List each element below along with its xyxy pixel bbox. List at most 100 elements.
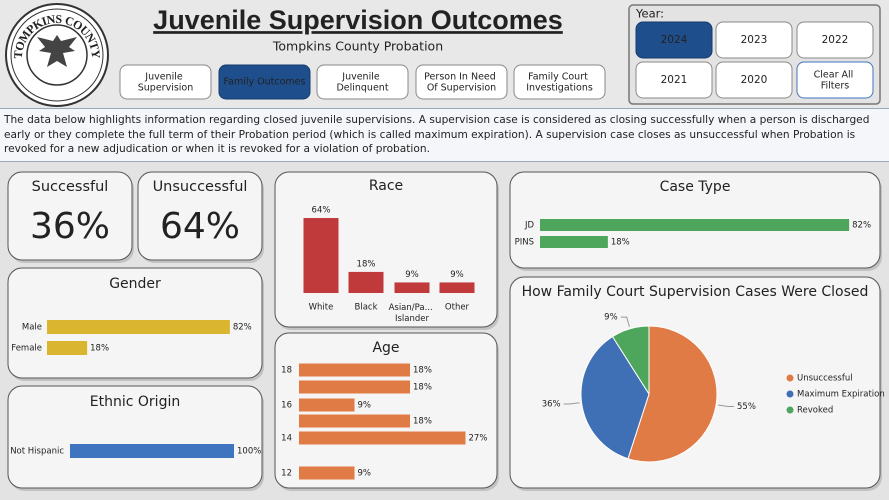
legend-marker (786, 390, 794, 398)
button-label[interactable]: Clear All Filters (814, 69, 857, 91)
legend-label: Revoked (797, 406, 833, 416)
value-label: 9% (604, 313, 618, 323)
logo: TOMPKINS COUNTY (5, 3, 109, 107)
value-label: 36% (542, 400, 561, 410)
button-label-line: Delinquent (336, 82, 388, 93)
button[interactable] (415, 64, 508, 100)
kpi-title: Successful (32, 179, 109, 195)
button-label[interactable]: Family Court Investigations (526, 71, 593, 93)
button[interactable] (513, 64, 606, 100)
button-label[interactable]: 2020 (741, 74, 768, 86)
value-label: 9% (358, 469, 372, 479)
leader-line (620, 316, 630, 327)
button-label[interactable]: 2023 (741, 34, 768, 46)
bar (348, 271, 384, 293)
button-label-line: Person In Need (424, 71, 499, 82)
card (137, 171, 263, 261)
button[interactable] (316, 64, 409, 100)
button-label[interactable]: Family Outcomes (224, 77, 306, 88)
button[interactable] (218, 64, 311, 100)
value-label: 9% (405, 270, 419, 280)
bar (540, 236, 608, 248)
button-label[interactable]: 2024 (661, 34, 688, 46)
bar (47, 320, 230, 334)
button-label[interactable]: Juvenile Delinquent (336, 71, 388, 93)
leader-line (718, 404, 735, 408)
button-label-line: Juvenile (341, 71, 382, 82)
legend-label: Maximum Expiration (797, 390, 885, 400)
chart-title: Ethnic Origin (90, 394, 180, 410)
bar (394, 282, 430, 293)
button[interactable] (796, 21, 874, 59)
value-label: 100% (237, 447, 261, 457)
legend-marker (786, 406, 794, 414)
value-label: 18% (413, 366, 432, 376)
button-label-line: Filters (821, 80, 850, 91)
kpi-value: 36% (30, 206, 110, 247)
legend-marker (786, 374, 794, 382)
chart-title: Gender (109, 276, 161, 292)
button[interactable] (119, 64, 212, 100)
category-label: PINS (515, 238, 534, 248)
chart-title: Case Type (660, 179, 731, 195)
category-label: Male (22, 323, 42, 333)
value-label: 18% (413, 417, 432, 427)
category-label: Female (11, 344, 42, 354)
button-label[interactable]: 2022 (822, 34, 849, 46)
value-label: 82% (233, 323, 252, 333)
button-label-line: Clear All (814, 69, 857, 80)
category-label: JD (524, 221, 535, 231)
value-label: 9% (358, 401, 372, 411)
category-label: 18 (281, 366, 292, 376)
bar (303, 218, 339, 293)
category-label: Black (355, 303, 378, 313)
category-label-line: Asian/Pa... (389, 303, 436, 313)
button-label-line: Supervision (138, 82, 194, 93)
chart-title: How Family Court Supervision Cases Were … (522, 284, 869, 300)
pie-slice (627, 325, 718, 463)
button-label-line: Of Supervision (427, 82, 496, 93)
category-label: Other (445, 303, 470, 313)
button[interactable] (635, 21, 713, 59)
value-label: 18% (357, 259, 376, 269)
card (7, 171, 133, 261)
bar (439, 282, 475, 293)
value-label: 18% (413, 383, 432, 393)
button-label-line: Family Court (528, 71, 591, 82)
value-label: 82% (852, 221, 871, 231)
bar (299, 398, 355, 412)
kpi-title: Unsuccessful (153, 179, 248, 195)
bar (70, 444, 234, 458)
leader-line (563, 402, 580, 405)
category-label-line: Islander (395, 314, 430, 324)
bar (299, 414, 410, 428)
button-label-line: Investigations (526, 82, 593, 93)
bar (299, 363, 410, 377)
category-label: White (309, 303, 334, 313)
button[interactable] (715, 61, 793, 99)
button-label[interactable]: 2021 (661, 74, 688, 86)
bar (299, 466, 355, 480)
button[interactable] (796, 61, 874, 99)
bar (540, 219, 850, 231)
value-label: 9% (450, 270, 464, 280)
bar (47, 341, 88, 355)
button-label[interactable]: Juvenile Supervision (138, 71, 194, 93)
value-label: 55% (737, 402, 756, 412)
button-label-line: Juvenile (144, 71, 185, 82)
legend-label: Unsuccessful (797, 374, 853, 384)
button[interactable] (635, 61, 713, 99)
card (7, 385, 263, 489)
value-label: 27% (469, 434, 488, 444)
button-label[interactable]: Person In Need Of Supervision (424, 71, 499, 93)
category-label: 12 (281, 469, 292, 479)
chart-title: Age (372, 340, 399, 356)
value-label: 18% (611, 238, 630, 248)
page-subtitle: Tompkins County Probation (272, 39, 443, 54)
value-label: 64% (312, 206, 331, 216)
category-label: Asian/Pa... Islander (389, 303, 436, 324)
value-label: 18% (90, 344, 109, 354)
button[interactable] (715, 21, 793, 59)
kpi-value: 64% (160, 206, 240, 247)
